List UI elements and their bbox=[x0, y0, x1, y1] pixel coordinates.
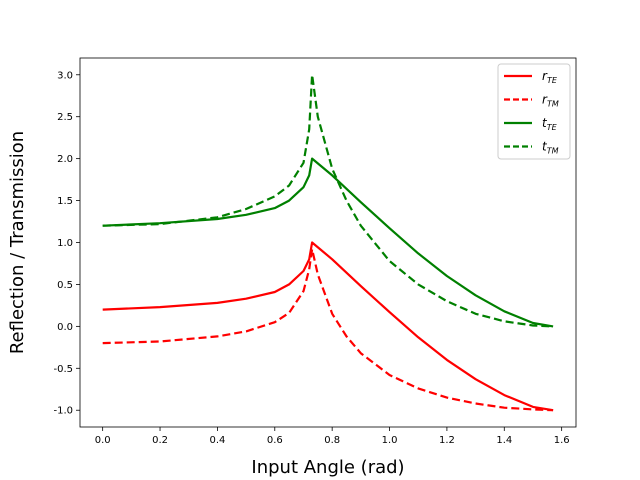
legend-label: rTM bbox=[542, 93, 559, 109]
legend-label: tTE bbox=[542, 116, 558, 132]
axes-layer: 0.0 0.2 0.4 0.6 0.8 1.0 1.2 1.4 1.6 -1.0 -0.5 0.0 0.… bbox=[53, 70, 569, 446]
x-tick-label: 0.0 bbox=[95, 435, 111, 446]
legend: rTE rTM tTE tTM bbox=[497, 63, 571, 160]
y-tick-label: -1.0 bbox=[53, 406, 73, 417]
x-tick-label: 0.6 bbox=[267, 435, 283, 446]
plot-frame bbox=[79, 57, 577, 428]
x-axis-title: Input Angle (rad) bbox=[251, 457, 404, 478]
x-tick-label: 0.4 bbox=[209, 435, 225, 446]
plot-area bbox=[80, 58, 576, 427]
y-tick-label: 0.0 bbox=[57, 322, 73, 333]
x-tick-label: 1.2 bbox=[439, 435, 455, 446]
legend-label: tTM bbox=[542, 140, 559, 156]
legend-label: rTE bbox=[542, 69, 558, 85]
y-tick-label: -0.5 bbox=[53, 364, 73, 375]
x-tick-label: 0.8 bbox=[324, 435, 340, 446]
series-layer bbox=[102, 73, 554, 412]
x-tick-label: 1.4 bbox=[496, 435, 512, 446]
series-line-r-te bbox=[102, 241, 554, 412]
legend-frame bbox=[497, 63, 571, 160]
y-tick-label: 2.5 bbox=[57, 112, 73, 123]
series-line-t-tm bbox=[102, 73, 554, 328]
series-line-t-te bbox=[102, 157, 554, 328]
y-tick-label: 1.5 bbox=[57, 196, 73, 207]
x-tick-label: 0.2 bbox=[152, 435, 168, 446]
y-tick-label: 3.0 bbox=[57, 70, 73, 81]
series-line-r-tm bbox=[102, 248, 554, 412]
y-tick-label: 0.5 bbox=[57, 280, 73, 291]
y-tick-label: 2.0 bbox=[57, 154, 73, 165]
y-tick-label: 1.0 bbox=[57, 238, 73, 249]
y-axis-title: Reflection / Transmission bbox=[7, 131, 28, 354]
x-tick-label: 1.0 bbox=[382, 435, 398, 446]
x-tick-label: 1.6 bbox=[554, 435, 570, 446]
